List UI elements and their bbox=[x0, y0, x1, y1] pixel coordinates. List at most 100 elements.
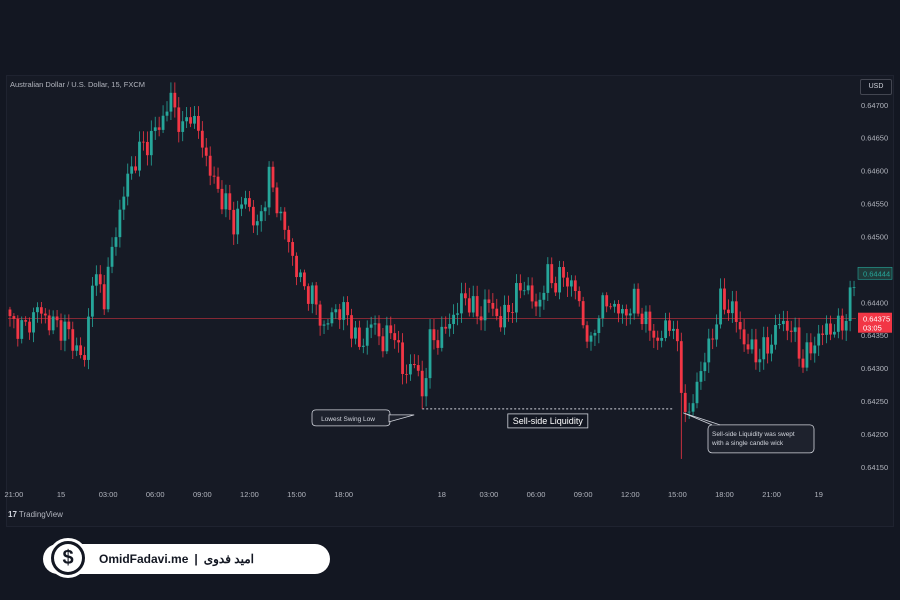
candle bbox=[569, 275, 573, 297]
candle bbox=[542, 285, 546, 310]
candle bbox=[511, 303, 514, 324]
candle-body bbox=[326, 323, 330, 325]
y-tick-label: 0.64600 bbox=[861, 167, 888, 176]
candlestick-chart[interactable]: 0.64700 0.64650 0.64600 0.64550 0.64500 0.644… bbox=[0, 0, 900, 530]
candle-body bbox=[715, 324, 719, 340]
candle-body bbox=[208, 155, 212, 176]
candle-body bbox=[357, 327, 361, 347]
lowest-swing-low-pointer bbox=[388, 414, 415, 423]
candle bbox=[499, 306, 503, 332]
candle-body bbox=[793, 327, 797, 332]
x-tick-label: 21:00 bbox=[762, 490, 781, 499]
candle-body bbox=[200, 130, 204, 148]
candle-body bbox=[432, 329, 436, 341]
dollar-icon: $ bbox=[48, 538, 88, 578]
candle-body bbox=[762, 337, 766, 360]
candle-body bbox=[789, 330, 793, 332]
candle-body bbox=[613, 303, 616, 307]
candle bbox=[275, 182, 279, 218]
candle bbox=[173, 82, 177, 118]
candle-body bbox=[169, 92, 173, 112]
candle bbox=[98, 265, 102, 293]
candle-body bbox=[409, 364, 412, 375]
candle bbox=[648, 305, 652, 341]
candle-body bbox=[550, 264, 554, 284]
candle bbox=[538, 292, 542, 318]
candle bbox=[707, 328, 711, 373]
candle-body bbox=[47, 315, 51, 331]
candle-body bbox=[291, 242, 295, 256]
candle-body bbox=[648, 311, 652, 331]
candle-body bbox=[263, 207, 267, 212]
candle-body bbox=[122, 196, 126, 210]
brand-name-fa: امید فدوی bbox=[203, 552, 254, 566]
candle-body bbox=[448, 324, 452, 329]
candle-body bbox=[350, 315, 353, 339]
candle bbox=[836, 308, 840, 339]
candle bbox=[585, 321, 589, 349]
candle-body bbox=[727, 309, 730, 314]
tradingview-logo[interactable]: 17 TradingView bbox=[8, 510, 63, 519]
candle bbox=[715, 314, 719, 347]
candle-body bbox=[114, 237, 118, 247]
candle bbox=[691, 394, 695, 416]
candle bbox=[130, 156, 134, 180]
candle-body bbox=[405, 373, 408, 375]
candle bbox=[114, 227, 118, 256]
candle-body bbox=[738, 321, 742, 330]
candle-body bbox=[656, 337, 660, 341]
candle bbox=[295, 252, 298, 286]
candle bbox=[165, 101, 169, 122]
candle bbox=[106, 257, 110, 313]
candle bbox=[660, 330, 664, 348]
candle-body bbox=[334, 309, 338, 313]
candle-body bbox=[75, 345, 79, 351]
candle-body bbox=[503, 304, 507, 328]
candle bbox=[87, 308, 90, 370]
candle bbox=[271, 161, 275, 193]
candle-body bbox=[577, 291, 581, 302]
x-tick-label: 09:00 bbox=[574, 490, 593, 499]
candle-body bbox=[660, 337, 664, 341]
candle bbox=[71, 321, 75, 359]
candle bbox=[699, 361, 703, 390]
candle-body bbox=[817, 333, 821, 346]
candle-body bbox=[515, 283, 518, 313]
candle-body bbox=[601, 295, 605, 319]
candle-body bbox=[275, 187, 279, 214]
candle-body bbox=[679, 341, 683, 393]
candle-body bbox=[628, 313, 632, 316]
swing-high-price-label: 0.64444 bbox=[863, 269, 890, 278]
candle-body bbox=[719, 288, 722, 325]
candle bbox=[310, 282, 314, 314]
candle bbox=[91, 276, 94, 328]
candle-body bbox=[51, 316, 55, 331]
candle-body bbox=[695, 381, 699, 404]
candle bbox=[373, 315, 377, 335]
candle bbox=[220, 180, 224, 215]
candle-body bbox=[39, 307, 43, 314]
candle-body bbox=[840, 315, 844, 331]
candle-body bbox=[145, 141, 149, 156]
candle bbox=[577, 286, 581, 307]
candle-body bbox=[534, 301, 538, 307]
candle-body bbox=[734, 301, 738, 322]
candle bbox=[110, 237, 114, 274]
candle bbox=[530, 277, 534, 309]
candle-body bbox=[130, 166, 134, 174]
y-tick-label: 0.64150 bbox=[861, 463, 888, 472]
currency-button[interactable]: USD bbox=[860, 79, 892, 95]
candle-body bbox=[456, 313, 459, 315]
candle-body bbox=[303, 272, 306, 287]
candle bbox=[322, 320, 326, 334]
candle-body bbox=[597, 318, 601, 333]
candle bbox=[456, 302, 459, 326]
candle bbox=[306, 283, 310, 311]
candle-body bbox=[569, 280, 573, 287]
candle bbox=[291, 238, 295, 266]
candle bbox=[142, 131, 145, 151]
candle bbox=[83, 346, 86, 367]
candle bbox=[20, 316, 24, 344]
candle-body bbox=[248, 198, 251, 207]
candle-body bbox=[758, 359, 762, 363]
